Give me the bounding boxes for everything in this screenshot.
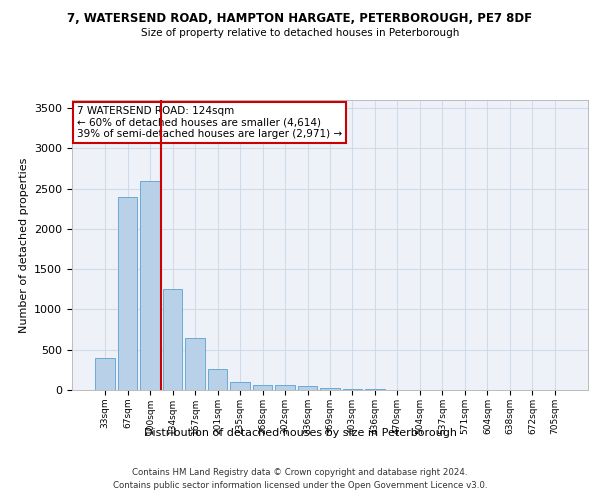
Bar — [343, 389, 362, 390]
Bar — [140, 180, 160, 390]
Y-axis label: Number of detached properties: Number of detached properties — [19, 158, 29, 332]
Bar — [118, 196, 137, 390]
Text: Contains HM Land Registry data © Crown copyright and database right 2024.: Contains HM Land Registry data © Crown c… — [132, 468, 468, 477]
Bar — [230, 382, 250, 390]
Bar — [185, 338, 205, 390]
Text: Distribution of detached houses by size in Peterborough: Distribution of detached houses by size … — [143, 428, 457, 438]
Bar — [320, 388, 340, 390]
Bar — [298, 386, 317, 390]
Text: Contains public sector information licensed under the Open Government Licence v3: Contains public sector information licen… — [113, 482, 487, 490]
Bar — [95, 358, 115, 390]
Text: Size of property relative to detached houses in Peterborough: Size of property relative to detached ho… — [141, 28, 459, 38]
Text: 7, WATERSEND ROAD, HAMPTON HARGATE, PETERBOROUGH, PE7 8DF: 7, WATERSEND ROAD, HAMPTON HARGATE, PETE… — [67, 12, 533, 26]
Bar — [163, 290, 182, 390]
Bar — [365, 389, 385, 390]
Bar — [253, 385, 272, 390]
Bar — [275, 385, 295, 390]
Text: 7 WATERSEND ROAD: 124sqm
← 60% of detached houses are smaller (4,614)
39% of sem: 7 WATERSEND ROAD: 124sqm ← 60% of detach… — [77, 106, 342, 139]
Bar — [208, 369, 227, 390]
